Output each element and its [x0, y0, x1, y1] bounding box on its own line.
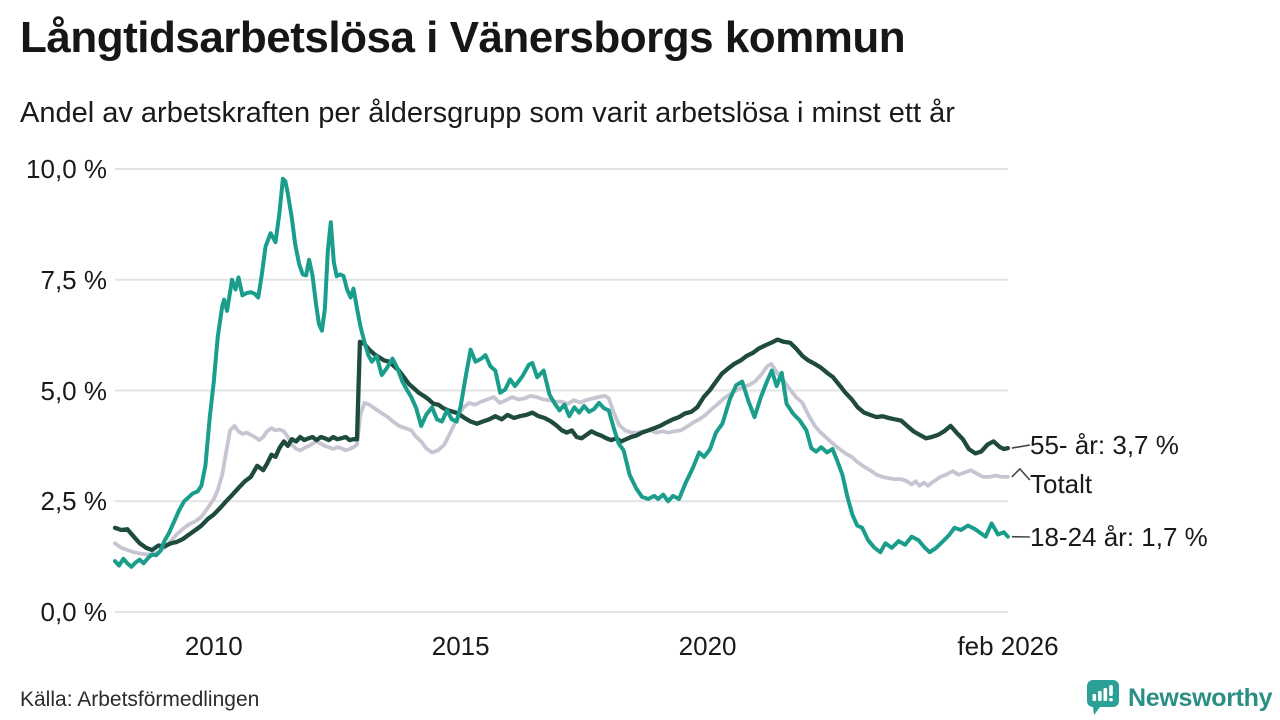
gridlines — [115, 168, 1008, 613]
annotation-55-ar: 55- år: 3,7 % — [1030, 430, 1179, 460]
source-credit: Källa: Arbetsförmedlingen — [20, 688, 260, 711]
newsworthy-logo-icon — [1087, 680, 1119, 715]
y-axis-tick-label: 10,0 % — [26, 154, 107, 184]
logo-bubble — [1087, 680, 1119, 715]
y-axis-tick-label: 0,0 % — [40, 597, 108, 627]
y-axis-tick-label: 7,5 % — [40, 264, 108, 295]
chart-series — [112, 176, 1011, 569]
leader-line — [1011, 444, 1030, 449]
page-title: Långtidsarbetslösa i Vänersborgs kommun — [20, 13, 906, 62]
series-line-totalt — [113, 361, 1010, 557]
x-axis-tick-label: 2010 — [184, 631, 243, 661]
logo-bar-3 — [1103, 688, 1108, 701]
series-line-55--r — [112, 337, 1011, 553]
newsworthy-wordmark: Newsworthy — [1128, 683, 1273, 712]
y-axis-tick-label: 2,5 % — [40, 486, 108, 517]
y-axis-tick-label: 5,0 % — [40, 375, 108, 406]
annotation-totalt: Totalt — [1030, 469, 1093, 499]
chart-subtitle: Andel av arbetskraften per åldersgrupp s… — [20, 97, 955, 129]
series-line-18-24-r — [113, 176, 1010, 569]
logo-exclamation-stem — [1109, 685, 1113, 696]
annotation-18-24-ar: 18-24 år: 1,7 % — [1030, 522, 1208, 552]
x-axis-tick-label: 2015 — [431, 631, 490, 661]
leader-line — [1011, 467, 1031, 481]
x-axis-tick-label: feb 2026 — [957, 631, 1059, 661]
logo-bar-2 — [1098, 691, 1102, 701]
annotation-leader-lines — [1011, 444, 1031, 538]
logo-exclamation-dot — [1109, 698, 1113, 702]
newsworthy-brand: Newsworthy — [1086, 680, 1273, 716]
x-axis-tick-label: 2020 — [678, 631, 737, 661]
logo-bar-1 — [1092, 694, 1097, 701]
